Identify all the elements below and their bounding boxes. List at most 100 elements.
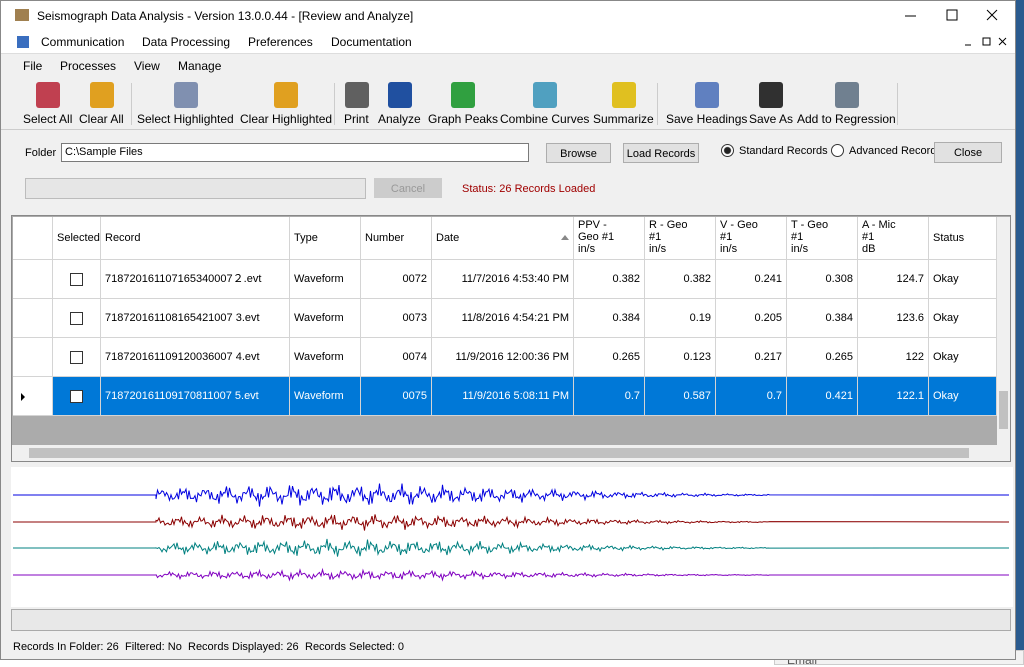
toolbar-button[interactable]: Clear Highlighted [240, 112, 333, 126]
mdi-controls[interactable] [961, 35, 1011, 49]
toolbar-button[interactable]: Save As [749, 112, 794, 126]
table-cell[interactable]: Okay [929, 377, 997, 416]
table-cell[interactable]: 0074 [361, 338, 432, 377]
browse-button[interactable]: Browse [546, 143, 611, 163]
table-cell[interactable]: Okay [929, 299, 997, 338]
table-cell[interactable]: 0.587 [645, 377, 716, 416]
table-cell[interactable]: 11/9/2016 12:00:36 PM [432, 338, 574, 377]
toolbar-button[interactable]: Select Highlighted [137, 112, 234, 126]
toolbar-button[interactable]: Save Headings [666, 112, 748, 126]
menu-item[interactable]: Preferences [248, 35, 313, 49]
table-cell[interactable]: 124.7 [858, 260, 929, 299]
checkbox[interactable] [70, 312, 83, 325]
table-cell[interactable]: Waveform [290, 377, 361, 416]
radio[interactable] [831, 144, 844, 157]
column-header[interactable]: Record [101, 217, 290, 260]
header-text: Status [933, 232, 965, 244]
sort-arrow [561, 235, 569, 240]
menu-item[interactable]: File [23, 59, 43, 73]
column-header[interactable]: Number [361, 217, 432, 260]
table-cell[interactable]: 0073 [361, 299, 432, 338]
checkbox[interactable] [70, 390, 83, 403]
column-header[interactable]: A - Mic #1 dB [858, 217, 929, 260]
row-header[interactable] [13, 299, 53, 338]
window-controls[interactable] [891, 1, 1015, 31]
table-cell[interactable]: 0.7 [574, 377, 645, 416]
table-cell[interactable]: 11/9/2016 5:08:11 PM [432, 377, 574, 416]
table-cell[interactable]: 0.241 [716, 260, 787, 299]
column-header[interactable]: PPV - Geo #1 in/s [574, 217, 645, 260]
table-cell[interactable]: 0.382 [574, 260, 645, 299]
column-header[interactable]: V - Geo #1 in/s [716, 217, 787, 260]
table-cell[interactable]: 718720161108165421007 3.evt [101, 299, 290, 338]
checkbox[interactable] [70, 273, 83, 286]
table-cell[interactable]: 0.123 [645, 338, 716, 377]
header-text: #1 [862, 231, 875, 243]
column-header[interactable]: Selected [53, 217, 101, 260]
toolbar-button[interactable]: Clear All [79, 112, 124, 126]
table-cell[interactable]: Waveform [290, 299, 361, 338]
toolbar-button[interactable]: Summarize [593, 112, 654, 126]
column-header[interactable]: Date [432, 217, 574, 260]
table-cell[interactable]: 0.265 [574, 338, 645, 377]
checkbox[interactable] [70, 351, 83, 364]
table-cell[interactable]: 122 [858, 338, 929, 377]
table-cell[interactable]: 122.1 [858, 377, 929, 416]
row-header[interactable] [13, 260, 53, 299]
table-cell[interactable]: Waveform [290, 260, 361, 299]
table-cell[interactable]: 0.382 [645, 260, 716, 299]
table-cell[interactable]: 0.421 [787, 377, 858, 416]
header-text: Geo #1 [578, 231, 615, 243]
waveform-panel [11, 467, 1013, 607]
menu-item[interactable]: Manage [178, 59, 222, 73]
header-text: R - Geo [649, 219, 688, 231]
menu-item[interactable]: Data Processing [142, 35, 231, 49]
toolbar-button[interactable]: Analyze [378, 112, 421, 126]
toolbar-button[interactable]: Add to Regression [797, 112, 896, 126]
folder-path[interactable]: C:\Sample Files [61, 143, 529, 162]
table-cell[interactable]: 0.7 [716, 377, 787, 416]
table-cell[interactable]: 0.265 [787, 338, 858, 377]
table-cell[interactable]: 11/7/2016 4:53:40 PM [432, 260, 574, 299]
table-cell[interactable]: 0072 [361, 260, 432, 299]
table-cell[interactable]: Okay [929, 338, 997, 377]
cancel-button[interactable]: Cancel [374, 178, 442, 198]
table-cell[interactable]: 718720161107165340007２.evt [101, 260, 290, 299]
toolbar-button[interactable]: Select All [23, 112, 73, 126]
toolbar-button[interactable]: Print [344, 112, 369, 126]
toolbar-icon [35, 82, 60, 108]
table-cell[interactable]: 0.205 [716, 299, 787, 338]
table-cell[interactable]: 0.384 [787, 299, 858, 338]
radio-selected[interactable] [721, 144, 734, 157]
table-cell[interactable]: Okay [929, 260, 997, 299]
table-cell[interactable]: 123.6 [858, 299, 929, 338]
toolbar-button[interactable]: Combine Curves [500, 112, 590, 126]
toolbar-separator [657, 83, 658, 125]
table-cell[interactable]: 718720161109120036007 4.evt [101, 338, 290, 377]
load-button[interactable]: Load Records [623, 143, 699, 163]
table-cell[interactable]: 0.19 [645, 299, 716, 338]
row-header[interactable] [13, 377, 53, 416]
table-cell[interactable]: 0075 [361, 377, 432, 416]
table-cell[interactable]: 0.308 [787, 260, 858, 299]
close-button[interactable]: Close [934, 142, 1002, 163]
folder-label: Folder [25, 147, 57, 159]
column-header[interactable]: Type [290, 217, 361, 260]
menu-item[interactable]: Processes [60, 59, 117, 73]
toolbar-icon [451, 82, 475, 108]
menu-item[interactable]: Documentation [331, 35, 412, 49]
table-cell[interactable]: 718720161109170811007 5.evt [101, 377, 290, 416]
table-cell[interactable]: Waveform [290, 338, 361, 377]
menu-item[interactable]: Communication [41, 35, 125, 49]
toolbar-button[interactable]: Graph Peaks [428, 112, 499, 126]
table-cell[interactable]: 0.217 [716, 338, 787, 377]
column-header[interactable]: R - Geo #1 in/s [645, 217, 716, 260]
table-cell[interactable]: 11/8/2016 4:54:21 PM [432, 299, 574, 338]
column-header[interactable]: Status [929, 217, 997, 260]
column-header[interactable]: T - Geo #1 in/s [787, 217, 858, 260]
row-header[interactable] [13, 338, 53, 377]
toolbar-icon [532, 82, 557, 108]
table-cell[interactable]: 0.384 [574, 299, 645, 338]
menu-item[interactable]: View [134, 59, 160, 73]
